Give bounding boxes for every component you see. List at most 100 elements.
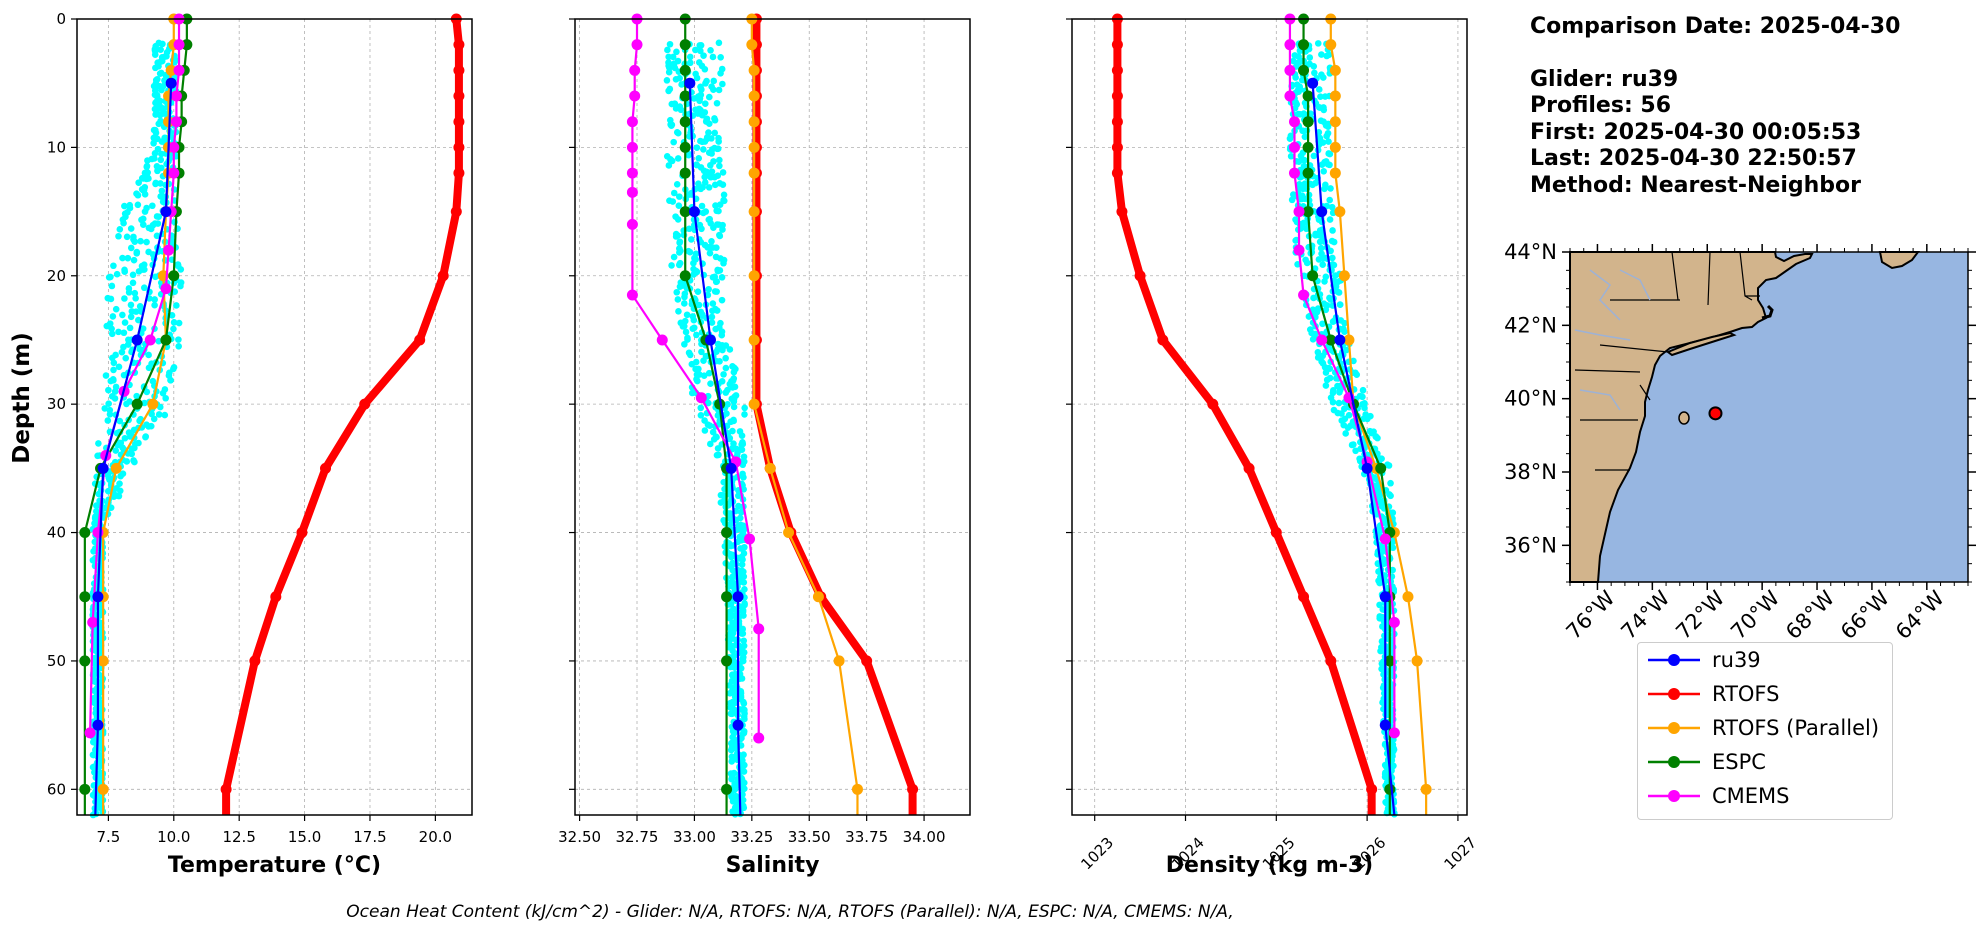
x-tick-label: 15.0 [288,828,321,846]
glider-point [155,411,163,418]
glider-point [151,155,158,162]
legend-label: RTOFS [1712,682,1780,706]
glider-point [162,394,169,402]
glider-point [1321,278,1328,285]
glider-point [1378,665,1385,673]
glider-point [145,175,152,182]
data-point [1288,116,1300,128]
glider-point [151,301,158,309]
glider-point [726,434,734,442]
y-tick-label: 10 [47,138,66,156]
glider-point [729,773,736,781]
glider-point [1326,196,1333,204]
glider-point [740,474,747,481]
glider-point [167,377,174,384]
glider-point [1310,294,1317,302]
glider-point [1325,150,1332,157]
glider-point [112,305,120,313]
glider-point [681,317,689,325]
data-point [907,783,919,795]
glider-point [1310,152,1318,160]
data-point [626,186,638,198]
glider-point [724,386,731,394]
lon-tick-label: 70°W [1726,586,1784,644]
glider-point [124,341,132,348]
glider-point [711,115,718,122]
glider-point [112,492,120,499]
glider-point [720,259,727,267]
glider-point [719,492,727,499]
glider-point [1338,410,1345,417]
data-point [679,64,691,76]
data-point [97,462,109,474]
glider-point [142,433,149,441]
glider-point [713,278,721,285]
glider-point [115,232,122,240]
data-point [79,783,91,795]
glider-point [120,371,128,379]
legend-swatch-cmems [1648,790,1700,802]
data-point [453,167,465,179]
data-point [168,167,180,179]
glider-point [1300,110,1308,117]
glider-point [676,239,683,247]
glider-point [144,157,151,164]
data-point [704,334,716,346]
glider-point [118,348,126,356]
data-point [1329,64,1341,76]
glider-point [673,288,681,296]
glider-point [716,232,724,240]
glider-point [143,421,150,428]
glider-point [1329,254,1336,262]
data-point [296,527,308,539]
glider-point [706,422,714,430]
glider-point [122,354,130,362]
glider-point [737,545,744,552]
glider-point [663,77,671,84]
glider-point [698,86,705,93]
glider-point [741,710,748,717]
data-point [748,90,760,102]
glider-point [693,74,701,82]
glider-point [135,316,142,324]
glider-point [156,70,164,77]
data-point [97,655,109,667]
glider-point [1377,647,1384,655]
glider-name: Glider: ru39 [1530,66,1679,92]
glider-point [1328,203,1336,211]
glider-point [713,288,720,295]
glider-point [1320,167,1328,175]
data-point [1388,616,1400,628]
data-point [748,64,760,76]
glider-point [1287,132,1295,140]
glider-point [155,213,163,220]
glider-point [1335,289,1343,296]
glider-point [138,174,146,182]
glider-point [674,296,682,303]
glider-point [670,138,677,146]
glider-point [730,605,737,613]
data-point [87,616,99,628]
data-point [1111,167,1123,179]
glider-location-marker [1708,406,1723,421]
glider-point [131,238,139,246]
glider-point [670,189,678,197]
glider-point [710,86,717,93]
glider-point [1335,399,1343,407]
glider-point [128,450,136,458]
glider-point [108,330,116,338]
series-line [752,19,917,815]
data-point [721,783,733,795]
data-point [1366,783,1378,795]
data-point [1298,289,1310,301]
glider-point [1325,138,1332,145]
glider-point [152,273,159,281]
glider-point [111,388,119,395]
y-tick-label: 20 [47,267,66,285]
glider-point [701,427,709,434]
glider-point [175,336,182,343]
glider-point [113,270,121,278]
glider-point [1314,348,1322,356]
glider-point [697,91,705,99]
legend-label: RTOFS (Parallel) [1712,716,1880,740]
